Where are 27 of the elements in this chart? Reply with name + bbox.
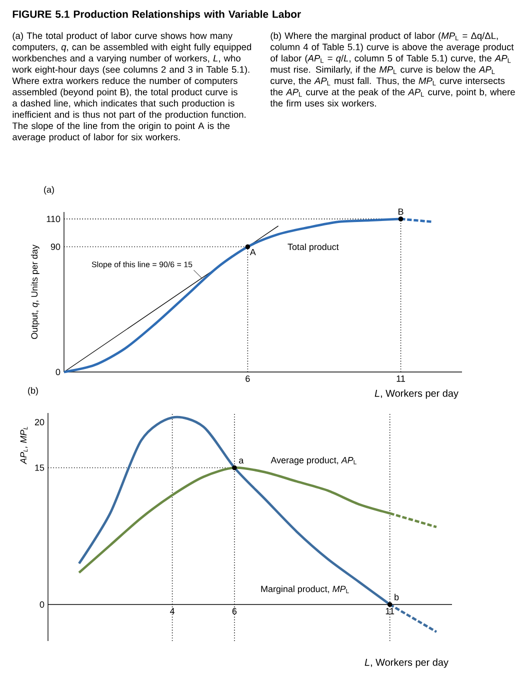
series-label: Total product <box>288 243 339 252</box>
y-tick-label: 15 <box>35 464 44 471</box>
x-tick-label: 11 <box>386 608 394 614</box>
y-tick-label: 110 <box>46 216 60 222</box>
chart-title: (a) <box>44 186 54 195</box>
annotation: A <box>250 248 256 256</box>
text: (b) Where the marginal product of labor (MP$_{L}$ = Δq/ΔL, column 4 of Table 5.1) curve is above the average product of labor (AP$_{L}$ = q/L, column 5 of Table 5.1) curve, the AP$_{L}$ must rise. Similarly, if the MP$_{L}$ curve is below the AP$_{L}$ curve, the AP$_{L}$ must fall. Thus, the MP$_{L}$ curve intersects the AP$_{L}$ curve at the peak of the AP$_{L}$ curve, point b, where the firm uses six workers. <box>270 32 515 107</box>
x-axis-title: L, Workers per day <box>374 390 458 399</box>
x-tick-label: 6 <box>232 608 237 614</box>
x-tick-label: 11 <box>396 376 405 382</box>
annotation: B <box>398 208 404 215</box>
x-axis-title: L, Workers per day <box>364 658 448 668</box>
x-tick-label: 6 <box>246 376 250 382</box>
text: (a) The total product of labor curve shows how many computers, q, can be assembled with eight fully equipped workbenches and a varying number of workers, L, who work eight-hour days (see columns 2 and 3 in Table 5.1). Where extra workers reduce the number of computers assembled (beyond point B), the total product curve is a dashed line, which indicates that such production is inefficient and is thus not part of the production function. The slope of the line from the origin to point A is the average product of labor for six workers. <box>12 32 252 142</box>
series-label: Average product, AP$_{L}$ <box>270 456 356 466</box>
y-tick-label: 20 <box>34 418 44 426</box>
y-tick-label: 0 <box>40 601 44 608</box>
caption: FIGURE 5.1 Production Relationships with Variable Labor <box>12 10 301 20</box>
annotation: b <box>394 594 399 600</box>
series-label: Marginal product, MP$_{L}$ <box>261 586 349 594</box>
y-axis-title: AP$_{L}$, MP$_{L}$ <box>20 426 28 464</box>
x-tick-label: 4 <box>170 608 175 614</box>
y-tick-label: 0 <box>56 368 60 376</box>
y-tick-label: 90 <box>50 244 60 250</box>
annotation: a <box>239 458 244 464</box>
y-axis-title: Output, q, Units per day <box>30 244 40 339</box>
chart-title: (b) <box>28 387 38 396</box>
